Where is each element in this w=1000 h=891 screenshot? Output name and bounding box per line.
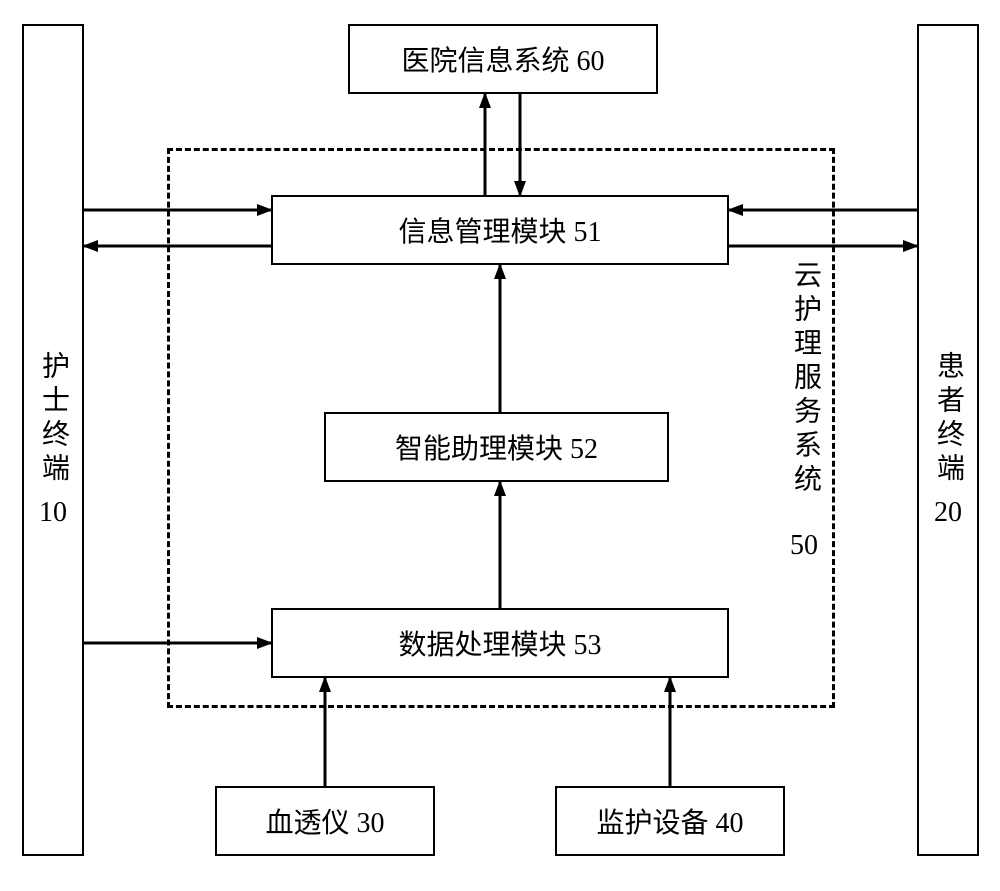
patient-terminal-label: 患者终端 — [928, 351, 968, 487]
diagram-canvas: 云护理服务系统 50 医院信息系统 60 信息管理模块 51 智能助理模块 52… — [0, 0, 1000, 891]
hemodialysis-machine-box: 血透仪 30 — [215, 786, 435, 856]
hospital-info-system-label: 医院信息系统 60 — [401, 39, 604, 79]
smart-assistant-module-box: 智能助理模块 52 — [324, 412, 669, 482]
nurse-terminal-number: 10 — [39, 497, 67, 529]
cloud-service-system-number: 50 — [790, 530, 818, 562]
hospital-info-system-box: 医院信息系统 60 — [348, 24, 658, 94]
hemodialysis-machine-label: 血透仪 30 — [265, 801, 384, 841]
smart-assistant-module-label: 智能助理模块 52 — [395, 427, 598, 467]
monitoring-device-box: 监护设备 40 — [555, 786, 785, 856]
nurse-terminal-box: 护士终端 10 — [22, 24, 84, 856]
patient-terminal-number: 20 — [934, 497, 962, 529]
info-mgmt-module-box: 信息管理模块 51 — [271, 195, 729, 265]
nurse-terminal-label: 护士终端 — [33, 351, 73, 487]
info-mgmt-module-label: 信息管理模块 51 — [398, 210, 601, 250]
cloud-service-system-label: 云护理服务系统 — [785, 260, 825, 506]
monitoring-device-label: 监护设备 40 — [596, 801, 743, 841]
data-processing-module-box: 数据处理模块 53 — [271, 608, 729, 678]
cloud-service-system-label-text: 云护理服务系统 — [785, 260, 825, 498]
patient-terminal-box: 患者终端 20 — [917, 24, 979, 856]
data-processing-module-label: 数据处理模块 53 — [398, 623, 601, 663]
